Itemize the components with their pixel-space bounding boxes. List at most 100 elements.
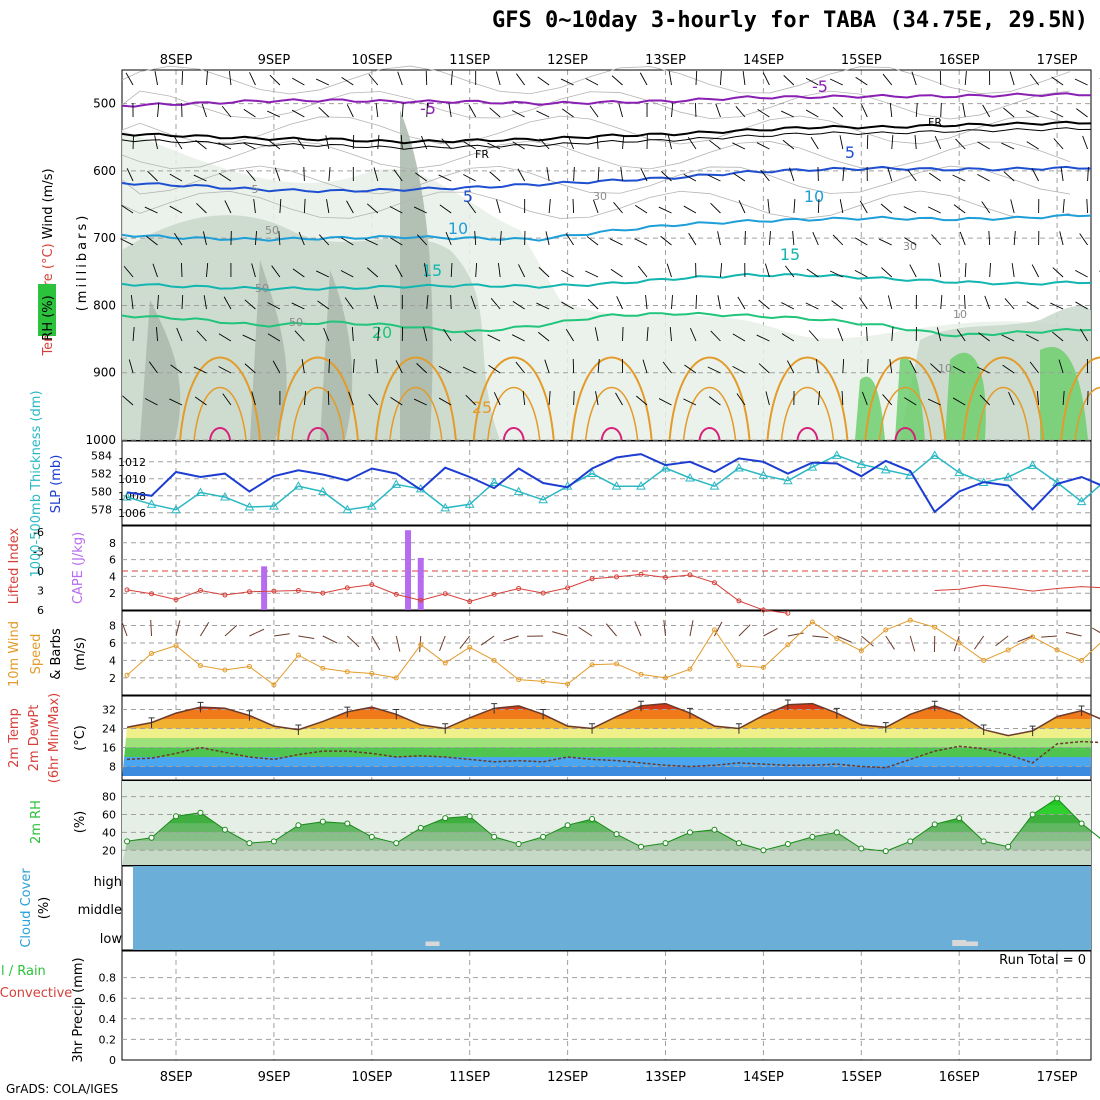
cloud-label: Cloud Cover (19, 868, 34, 948)
wind-speed-point (173, 643, 179, 649)
wind-barb (174, 136, 183, 150)
wind-barb (279, 199, 282, 214)
isotherm-25-loop (962, 356, 1045, 441)
wind-speed-point (711, 627, 717, 633)
minmax-marker (442, 723, 449, 734)
cloud-level-label: middle (78, 903, 122, 918)
wind-barb (952, 365, 966, 374)
wind-barb (416, 363, 428, 374)
wind-barb (781, 110, 795, 118)
wind-barb (609, 238, 623, 246)
li-point (711, 580, 717, 586)
wind-barb (717, 295, 721, 310)
wind-barb (121, 204, 134, 214)
wind-barb (373, 295, 379, 310)
li-point (442, 591, 448, 597)
wind10m-chart: 2 4 6 8 (109, 617, 1100, 688)
x-tick-label-bottom: 14SEP (743, 1070, 784, 1085)
wind-barb (587, 298, 599, 310)
wind-barb (962, 103, 966, 118)
wind-barb (323, 327, 330, 342)
minmax-marker (491, 703, 498, 714)
isotherm-25-inner-loop (682, 386, 737, 441)
cloud-level-label: high (94, 875, 122, 890)
isotherm-25-loop (1060, 356, 1100, 441)
wind-barb (831, 300, 844, 310)
wind-barb (517, 168, 526, 182)
wind-barb (303, 198, 306, 214)
wind-barb (439, 204, 452, 214)
rh-contour (121, 165, 1071, 195)
x-tick-label-bottom: 9SEP (258, 1070, 291, 1085)
wind-barb (889, 359, 893, 374)
wind-barb (316, 270, 330, 278)
pressure-axis-label: (millibars) (75, 213, 90, 312)
wind-barb (660, 235, 672, 246)
minmax-marker (833, 707, 840, 719)
wind-barb (1003, 107, 1015, 118)
wind-barb (710, 202, 721, 214)
wind-barb (928, 172, 941, 182)
wind-barb (829, 270, 844, 278)
wind-barb (688, 232, 697, 246)
minmax-marker (148, 717, 155, 728)
wind-barb (567, 135, 575, 150)
wind-barb (497, 263, 501, 278)
wind-barb (195, 139, 207, 150)
wind-barb (1029, 73, 1039, 86)
wind-barb (710, 330, 721, 342)
wind-barb (450, 71, 453, 86)
wind-barb (781, 333, 795, 342)
thickness-point (1052, 477, 1062, 487)
wind-barb (438, 174, 452, 182)
wind-barb (221, 105, 232, 118)
wind10m-barb (322, 635, 338, 644)
temp-band (122, 738, 1091, 748)
temp-label: 2m Temp (7, 708, 22, 768)
wind-barb (964, 262, 967, 278)
minmax-marker (882, 722, 889, 733)
wind-barb (695, 70, 698, 86)
wind-speed-point (442, 660, 448, 666)
wind-barb (593, 199, 599, 214)
wind-barb (955, 138, 966, 150)
wind-barb (196, 330, 207, 342)
wind-barb (421, 135, 428, 150)
isotherm-25-loop (472, 356, 555, 441)
li-point (369, 582, 375, 588)
wind-barb (695, 294, 698, 310)
wind10m-barb (439, 635, 446, 652)
wind-speed-point (393, 675, 399, 681)
wind10m-barb (885, 635, 895, 650)
wind-barb (707, 174, 721, 182)
wind-barb (1076, 108, 1088, 118)
wind-barb (1075, 269, 1088, 278)
isotherm-25-loop (864, 356, 947, 441)
x-tick-label-top: 10SEP (351, 53, 392, 68)
wind-barb (317, 300, 330, 310)
wind-barb (565, 328, 574, 342)
wind-speed-point (638, 671, 644, 677)
wind-barb (125, 72, 134, 86)
rh-band (122, 850, 1091, 865)
li-tick-label: 6 (37, 604, 44, 617)
panel-frame-wind (121, 610, 1092, 696)
thickness-point (831, 450, 842, 459)
wind-barb (683, 205, 697, 214)
wind-barb (866, 358, 869, 374)
wind-barb (758, 299, 770, 310)
wind-barb (891, 135, 894, 150)
wind-barb (193, 174, 207, 182)
wind-barb (515, 361, 526, 374)
rh-point (442, 815, 449, 822)
wind-barb (756, 142, 770, 150)
wind-barb (817, 198, 820, 214)
wind-barb (393, 169, 403, 182)
wind-barb (561, 269, 574, 278)
rh-tick-label: 20 (102, 844, 116, 857)
wind-barb (733, 172, 746, 182)
cape-bar (405, 530, 412, 610)
wind-barb (206, 263, 209, 278)
wind-barb (646, 327, 649, 342)
wind10m-barb (663, 620, 666, 637)
